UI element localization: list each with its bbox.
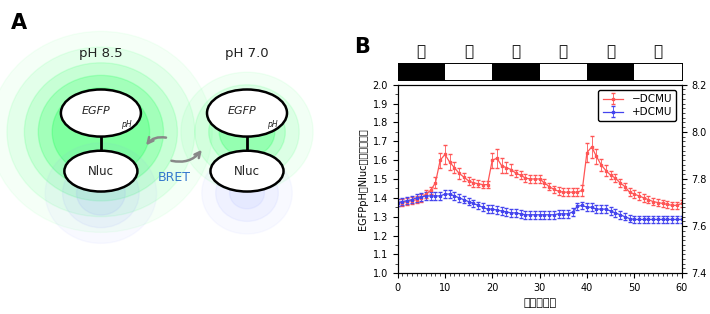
Text: pH 7.0: pH 7.0 [225, 47, 269, 60]
Text: A: A [11, 13, 26, 33]
Legend: −DCMU, +DCMU: −DCMU, +DCMU [599, 90, 677, 122]
Circle shape [219, 107, 275, 157]
X-axis label: 時間（分）: 時間（分） [523, 299, 556, 308]
Y-axis label: EGFPpHとNlucの発光強度比: EGFPpHとNlucの発光強度比 [359, 128, 368, 230]
Text: EGFP: EGFP [82, 106, 110, 116]
Circle shape [216, 165, 278, 221]
Bar [445, 63, 492, 80]
Circle shape [24, 63, 178, 201]
Text: Nluc: Nluc [88, 165, 114, 178]
Circle shape [209, 97, 285, 166]
Ellipse shape [65, 151, 138, 192]
Bar [634, 63, 682, 80]
Circle shape [195, 85, 299, 179]
Circle shape [53, 88, 150, 176]
Ellipse shape [210, 151, 283, 192]
Text: Nluc: Nluc [234, 165, 260, 178]
Ellipse shape [207, 89, 287, 137]
Circle shape [38, 75, 163, 188]
Text: BRET: BRET [158, 171, 190, 184]
Circle shape [229, 177, 264, 209]
Circle shape [62, 159, 139, 228]
Ellipse shape [61, 89, 141, 137]
Circle shape [181, 72, 313, 192]
Text: pH: pH [121, 120, 131, 128]
Text: 暗: 暗 [606, 44, 615, 59]
Circle shape [77, 171, 125, 215]
Circle shape [7, 47, 195, 217]
Circle shape [202, 152, 293, 234]
Text: 明: 明 [653, 44, 662, 59]
Text: B: B [354, 36, 370, 57]
Text: pH 8.5: pH 8.5 [79, 47, 123, 60]
Text: 暗: 暗 [511, 44, 520, 59]
Text: 明: 明 [464, 44, 473, 59]
Text: 暗: 暗 [417, 44, 426, 59]
Text: 明: 明 [559, 44, 568, 59]
Circle shape [45, 143, 157, 243]
Text: pH: pH [267, 120, 278, 128]
Bar [540, 63, 587, 80]
Text: EGFP: EGFP [227, 106, 256, 116]
